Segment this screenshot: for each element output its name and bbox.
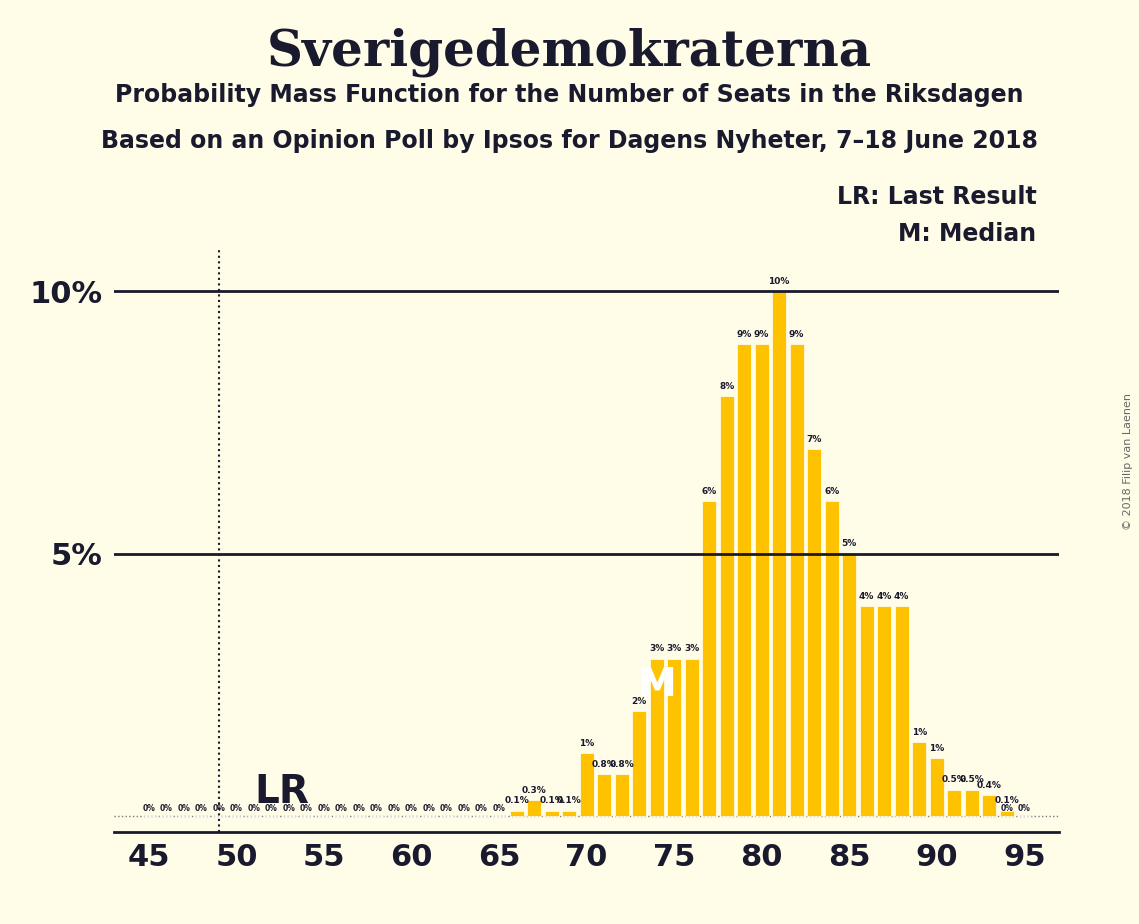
Bar (789, 344, 804, 816)
Text: 0%: 0% (458, 804, 470, 813)
Text: 8%: 8% (719, 383, 735, 391)
Text: 10%: 10% (769, 277, 789, 286)
Text: 0.8%: 0.8% (592, 760, 616, 769)
Text: 3%: 3% (649, 644, 664, 653)
Text: 0%: 0% (387, 804, 401, 813)
Bar (667, 659, 681, 816)
Text: 0%: 0% (300, 804, 313, 813)
Text: LR: LR (254, 772, 309, 810)
Text: 1%: 1% (929, 744, 944, 753)
Text: 0%: 0% (318, 804, 330, 813)
Text: Sverigedemokraterna: Sverigedemokraterna (267, 28, 872, 78)
Text: 0.1%: 0.1% (539, 796, 564, 806)
Text: M: M (637, 666, 675, 704)
Text: 4%: 4% (877, 592, 892, 601)
Text: 0%: 0% (178, 804, 190, 813)
Text: 0%: 0% (335, 804, 347, 813)
Text: © 2018 Filip van Laenen: © 2018 Filip van Laenen (1123, 394, 1133, 530)
Bar (649, 659, 664, 816)
Bar (860, 606, 874, 816)
Text: 0%: 0% (353, 804, 366, 813)
Text: 0%: 0% (370, 804, 383, 813)
Bar (772, 291, 786, 816)
Bar (912, 743, 926, 816)
Bar (825, 501, 838, 816)
Text: 0.4%: 0.4% (977, 781, 1001, 790)
Text: Probability Mass Function for the Number of Seats in the Riksdagen: Probability Mass Function for the Number… (115, 83, 1024, 107)
Text: 3%: 3% (685, 644, 699, 653)
Text: 0%: 0% (265, 804, 278, 813)
Bar (808, 449, 821, 816)
Text: 9%: 9% (789, 330, 804, 338)
Text: 0%: 0% (195, 804, 208, 813)
Text: 5%: 5% (842, 540, 857, 549)
Bar (544, 810, 558, 816)
Text: 0.3%: 0.3% (522, 786, 547, 795)
Text: Based on an Opinion Poll by Ipsos for Dagens Nyheter, 7–18 June 2018: Based on an Opinion Poll by Ipsos for Da… (101, 129, 1038, 153)
Bar (877, 606, 891, 816)
Text: 0%: 0% (492, 804, 506, 813)
Text: LR: Last Result: LR: Last Result (837, 185, 1036, 209)
Text: 0%: 0% (423, 804, 435, 813)
Text: 0%: 0% (440, 804, 453, 813)
Text: 4%: 4% (859, 592, 875, 601)
Text: 0%: 0% (230, 804, 243, 813)
Bar (929, 759, 944, 816)
Text: 0%: 0% (405, 804, 418, 813)
Bar (982, 795, 997, 816)
Bar (597, 774, 612, 816)
Text: 0.8%: 0.8% (609, 760, 634, 769)
Text: 0.1%: 0.1% (994, 796, 1019, 806)
Text: 0.1%: 0.1% (505, 796, 528, 806)
Text: 6%: 6% (702, 487, 716, 496)
Text: 0%: 0% (475, 804, 487, 813)
Text: 0.1%: 0.1% (557, 796, 581, 806)
Text: 0%: 0% (1000, 804, 1014, 813)
Text: 1%: 1% (579, 738, 595, 748)
Text: 9%: 9% (737, 330, 752, 338)
Text: 7%: 7% (806, 434, 822, 444)
Bar (895, 606, 909, 816)
Text: 0%: 0% (1018, 804, 1031, 813)
Bar (965, 790, 978, 816)
Bar (1000, 810, 1014, 816)
Bar (580, 753, 593, 816)
Text: M: Median: M: Median (899, 222, 1036, 246)
Text: 0%: 0% (247, 804, 261, 813)
Bar (720, 396, 734, 816)
Text: 0.5%: 0.5% (959, 775, 984, 784)
Text: 0.5%: 0.5% (942, 775, 967, 784)
Bar (509, 810, 524, 816)
Text: 9%: 9% (754, 330, 769, 338)
Text: 0%: 0% (282, 804, 295, 813)
Bar (842, 553, 857, 816)
Bar (685, 659, 698, 816)
Text: 1%: 1% (911, 728, 927, 737)
Text: 0%: 0% (142, 804, 155, 813)
Bar (632, 711, 646, 816)
Text: 3%: 3% (666, 644, 682, 653)
Text: 0%: 0% (159, 804, 173, 813)
Bar (702, 501, 716, 816)
Text: 2%: 2% (631, 697, 647, 706)
Bar (527, 800, 541, 816)
Bar (948, 790, 961, 816)
Bar (737, 344, 751, 816)
Bar (615, 774, 629, 816)
Text: 6%: 6% (823, 487, 839, 496)
Bar (755, 344, 769, 816)
Text: 4%: 4% (894, 592, 909, 601)
Bar (562, 810, 576, 816)
Text: 0%: 0% (213, 804, 226, 813)
